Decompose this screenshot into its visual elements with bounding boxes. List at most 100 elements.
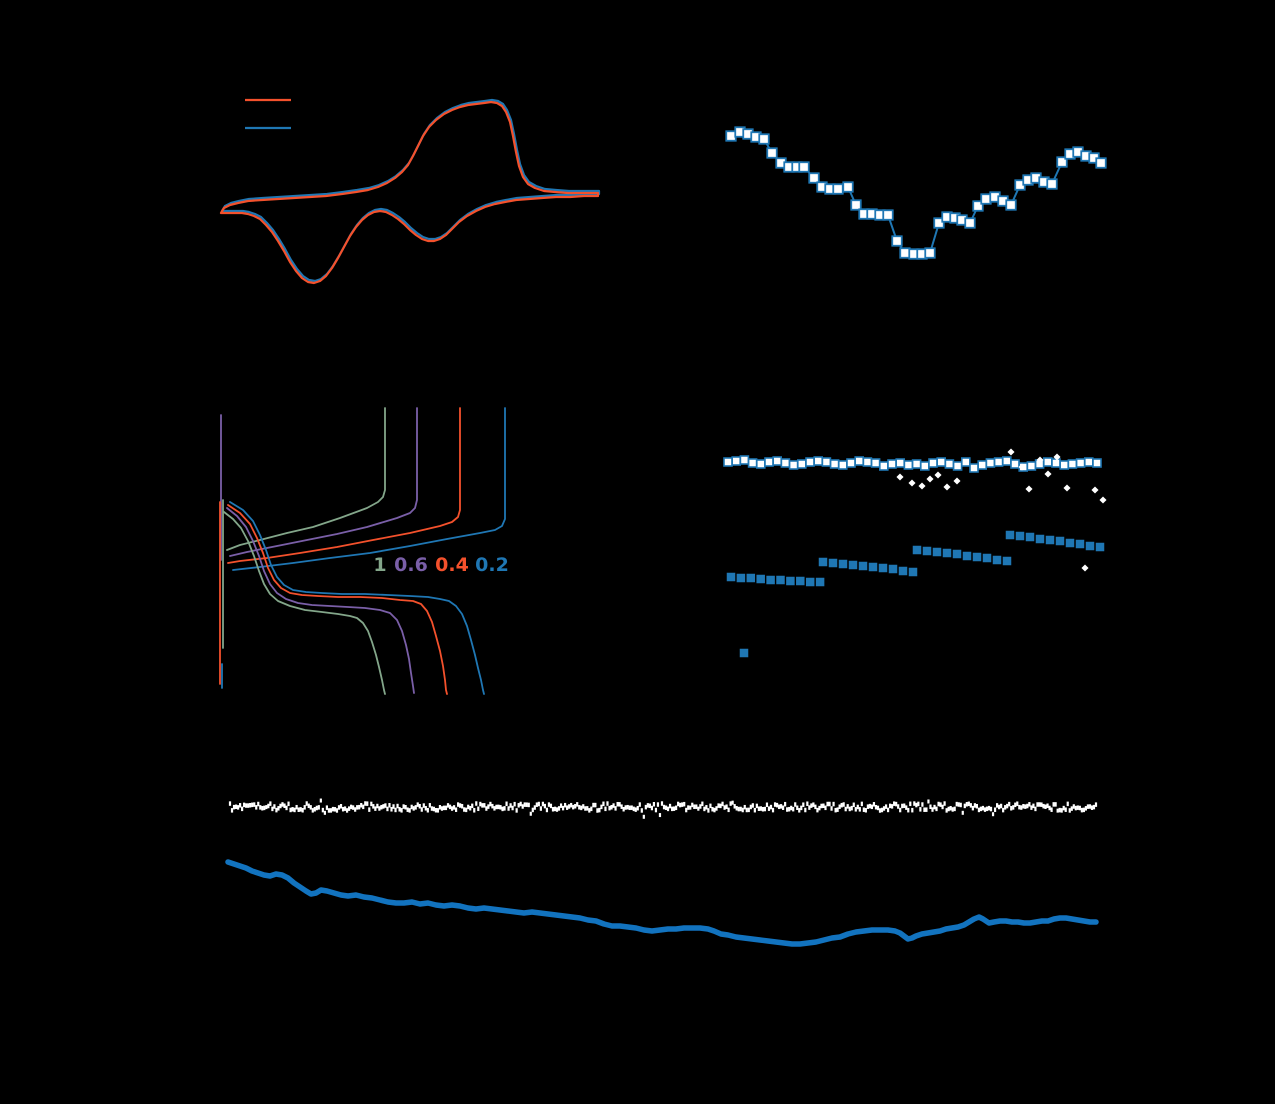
efficiency-tick [967,801,970,807]
efficiency-tick [384,803,387,808]
efficiency-marker [985,458,996,468]
efficiency-tick [428,803,431,808]
efficiency-marker [739,455,750,465]
efficiency-tick [727,807,730,813]
efficiency-tick [826,801,829,807]
efficiency-tick [438,805,442,810]
efficiency-tick [689,805,692,810]
capacity-step-marker [1045,535,1055,545]
efficiency-tick [277,806,280,811]
efficiency-tick [1014,802,1017,808]
efficiency-tick [1024,804,1027,809]
efficiency-tick [850,805,853,811]
efficiency-tick [362,804,365,810]
efficiency-tick [840,802,843,808]
efficiency-tick [1052,802,1055,807]
capacity-step-marker [1065,538,1075,548]
diamond-marker [926,475,934,483]
efficiency-tick [531,807,534,813]
efficiency-tick [557,806,561,811]
efficiency-tick [588,808,591,813]
efficiency-marker [837,460,848,470]
efficiency-tick [473,808,476,813]
efficiency-tick [452,805,456,810]
efficiency-tick [632,806,635,812]
efficiency-tick [555,807,559,812]
efficiency-tick [487,804,490,809]
efficiency-tick [366,801,369,806]
efficiency-tick [1070,806,1073,811]
efficiency-tick [572,804,575,810]
efficiency-tick [1090,805,1094,810]
panel-cyclic-voltammetry [219,98,601,285]
capacity-step-marker [1005,530,1015,540]
efficiency-tick [307,803,310,809]
efficiency-marker [805,457,815,467]
efficiency-tick [979,806,983,812]
efficiency-tick [370,801,373,807]
efficiency-tick [481,803,484,808]
diamond-marker [1081,564,1089,572]
efficiency-marker [723,457,733,467]
efficiency-tick [743,804,746,810]
efficiency-tick [792,806,795,812]
gcd-red-discharge [227,504,448,695]
efficiency-tick [864,808,867,813]
efficiency-tick [1022,803,1025,809]
efficiency-marker [846,458,856,468]
efficiency-tick [654,807,658,813]
efficiency-tick [309,805,312,810]
efficiency-tick [382,804,385,809]
efficiency-tick [380,804,383,810]
efficiency-tick [832,801,835,807]
efficiency-tick [491,803,494,809]
efficiency-tick [824,805,827,811]
capacity-step-marker [982,553,992,563]
efficiency-tick [808,805,811,810]
efficiency-tick [416,802,419,807]
efficiency-tick [775,802,779,808]
efficiency-tick [668,803,672,809]
capacity-step-marker [786,576,795,586]
efficiency-tick [493,806,496,811]
efficiency-tick [989,806,993,812]
efficiency-tick [537,801,540,807]
efficiency-tick [368,807,371,812]
efficiency-tick [1074,805,1077,811]
efficiency-tick [261,806,264,811]
efficiency-tick [931,807,934,812]
rate-data-marker [766,147,778,159]
efficiency-tick [501,806,504,812]
efficiency-tick [374,806,377,811]
efficiency-tick [800,805,803,811]
efficiency-tick [1092,804,1096,810]
efficiency-tick [628,805,631,811]
efficiency-marker [1067,459,1078,469]
efficiency-tick [402,804,405,809]
efficiency-tick [626,804,629,810]
efficiency-tick [965,802,968,807]
rate-connecting-line [730,131,1102,255]
efficiency-tick [987,805,991,811]
efficiency-tick [759,806,763,811]
panel-cycling-stability [225,798,1099,947]
efficiency-tick [963,803,966,809]
c-rate-label-0-4: 0.4 [435,554,469,576]
efficiency-tick [915,802,918,808]
efficiency-tick [935,806,938,812]
efficiency-tick [905,805,908,810]
efficiency-tick [711,806,714,812]
efficiency-tick [547,802,551,807]
efficiency-tick [745,807,748,813]
efficiency-tick [612,803,615,808]
efficiency-tick [1048,805,1051,811]
efficiency-tick [818,805,821,811]
c-rate-label-0-6: 0.6 [394,554,428,576]
capacity-step-marker [828,558,838,568]
efficiency-tick [1018,804,1021,810]
capacity-step-marker [992,555,1002,565]
efficiency-tick [234,804,238,810]
efficiency-tick [430,806,433,811]
efficiency-tick [245,803,248,808]
efficiency-tick [549,803,553,809]
